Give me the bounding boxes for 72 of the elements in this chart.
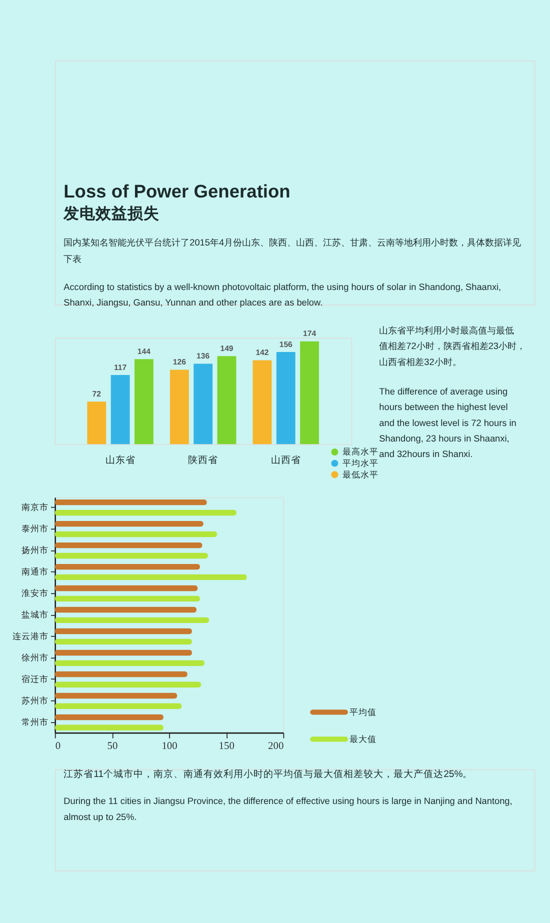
bar (252, 360, 272, 444)
y-tick-label: 盐城市 (21, 610, 48, 620)
data-label: 117 (114, 362, 128, 372)
data-label: 149 (220, 344, 234, 353)
y-tick-label: 泰州市 (21, 524, 48, 534)
text: 国内某知名智能光伏平台统计了2015年4月份山东、陕西、山西、江苏、甘肃、云南等地利用小时数，具体数据详见下表 (64, 237, 522, 264)
bar (54, 724, 164, 731)
x-tick-label: 山东省 (105, 454, 136, 466)
bar (217, 356, 236, 444)
bar (54, 660, 204, 666)
bar (54, 574, 247, 580)
x-tick-label: 山西省 (270, 454, 301, 466)
data-label: 136 (196, 352, 210, 361)
y-tick-label: 常州市 (21, 717, 48, 728)
bar (54, 650, 192, 656)
y-tick-label: 南京市 (21, 502, 48, 512)
bar (54, 606, 196, 613)
data-label: 142 (256, 348, 270, 358)
bar (300, 341, 319, 444)
data-label: 144 (137, 346, 152, 356)
bar (54, 692, 178, 699)
bar (54, 542, 202, 548)
bar (54, 499, 207, 506)
y-tick-label: 扬州市 (21, 545, 48, 556)
bar (54, 682, 202, 688)
x-tick-label: 0 (55, 740, 61, 752)
bar (54, 638, 192, 645)
text: During the 11 cities in Jiangsu Province, the difference of effective using hours is large in Nanjing and Nantong, almost up to 25%. (64, 796, 512, 822)
legend-label: 平均水平 (342, 458, 379, 468)
legend-label: 最大值 (350, 734, 377, 744)
data-label: 156 (279, 340, 294, 349)
bar (54, 617, 210, 624)
chart-subtitle: 发电效益损失 (62, 204, 160, 222)
y-tick-label: 宿迁市 (21, 674, 48, 684)
y-tick-label: 徐州市 (21, 652, 48, 663)
bar (194, 364, 213, 444)
bar (54, 596, 200, 602)
bar (54, 520, 204, 527)
text: The difference of average using hours between the highest level and the lowest level is 72 hours in Shandong, 23 hours in Shaanxi, and 32hours in Shanxi. (379, 386, 516, 460)
bar (54, 628, 192, 634)
x-tick-label: 200 (268, 740, 284, 752)
y-tick-label: 淮安市 (21, 588, 48, 598)
text: 山东省平均利用小时最高值与最低值相差72小时，陕西省相差23小时，山西省相差32小时。 (379, 325, 526, 367)
text: 江苏省11个城市中，南京、南通有效利用小时的平均值与最大值相差较大，最大产值达25%。 (64, 768, 473, 780)
legend-label: 平均值 (350, 706, 377, 717)
bar (54, 510, 236, 516)
bar (54, 585, 198, 592)
x-tick-label: 陕西省 (188, 454, 218, 466)
x-tick-label: 50 (107, 740, 118, 752)
bar (54, 714, 164, 720)
y-tick-label: 南通市 (21, 566, 48, 577)
y-tick-label: 苏州市 (21, 696, 48, 706)
bar (110, 375, 130, 444)
x-tick-label: 150 (218, 740, 234, 752)
bar (54, 531, 218, 538)
data-label: 174 (302, 329, 317, 338)
y-tick-label: 连云港市 (12, 631, 48, 642)
bar (87, 402, 106, 444)
data-label: 72 (92, 389, 102, 398)
bar (276, 352, 296, 444)
legend-label: 最低水平 (342, 469, 379, 480)
bar (54, 671, 188, 678)
x-tick-label: 100 (162, 740, 178, 752)
legend-label: 最高水平 (342, 446, 379, 457)
bar (170, 370, 189, 444)
data-label: 126 (172, 357, 187, 366)
text: According to statistics by a well-known photovoltaic platform, the using hours of solar in Shandong, Shaanxi, Shanxi, Jiangsu, Gansu, Yunnan and other places are as below. (64, 282, 502, 308)
bar (54, 703, 182, 710)
bar (134, 359, 154, 444)
bar (54, 552, 208, 559)
bar (54, 564, 200, 570)
chart-title: Loss of Power Generation (64, 180, 290, 202)
